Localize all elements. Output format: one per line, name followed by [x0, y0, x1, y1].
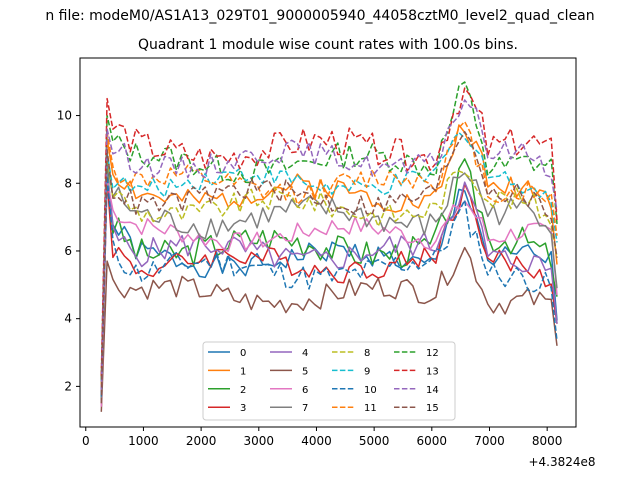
x-tick-label: 4000	[301, 434, 332, 448]
series-line-9	[100, 131, 558, 384]
legend-label-3: 3	[240, 403, 246, 414]
series-line-10	[100, 175, 558, 397]
legend-label-14: 14	[426, 385, 439, 396]
series-line-3	[100, 179, 558, 397]
y-tick-label: 8	[64, 176, 72, 190]
legend-label-7: 7	[302, 403, 308, 414]
x-tick-label: 0	[82, 434, 90, 448]
x-tick-label: 1000	[128, 434, 159, 448]
series-line-2	[100, 158, 558, 400]
x-tick-label: 3000	[244, 434, 275, 448]
x-offset-label: +4.3824e8	[528, 455, 595, 469]
series-line-14	[100, 99, 558, 390]
y-tick-label: 4	[64, 312, 72, 326]
series-line-5	[100, 246, 558, 412]
legend-label-4: 4	[302, 348, 308, 359]
series-line-8	[100, 155, 558, 390]
legend-label-13: 13	[426, 366, 439, 377]
legend-label-15: 15	[426, 403, 439, 414]
chart-title: Quadrant 1 module wise count rates with …	[138, 37, 518, 53]
series-line-1	[100, 124, 558, 394]
series-line-11	[100, 120, 558, 387]
series-line-13	[100, 87, 558, 377]
legend-label-12: 12	[426, 348, 439, 359]
y-tick-label: 2	[64, 379, 72, 393]
plot-area	[100, 81, 558, 412]
legend-label-6: 6	[302, 385, 308, 396]
legend-label-9: 9	[364, 366, 370, 377]
axes-frame	[79, 57, 577, 428]
x-tick-label: 6000	[417, 434, 448, 448]
y-tick-label: 10	[57, 109, 72, 123]
legend-label-11: 11	[364, 403, 377, 414]
legend-label-8: 8	[364, 348, 370, 359]
y-tick-label: 6	[64, 244, 72, 258]
legend-label-0: 0	[240, 348, 246, 359]
legend-label-1: 1	[240, 366, 246, 377]
series-line-4	[100, 172, 558, 404]
legend-label-10: 10	[364, 385, 377, 396]
legend-label-5: 5	[302, 366, 308, 377]
x-tick-label: 8000	[532, 434, 563, 448]
figure-suptitle: n file: modeM0/AS1A13_029T01_9000005940_…	[45, 8, 594, 24]
legend-box	[202, 341, 456, 421]
series-line-15	[100, 131, 558, 404]
x-tick-label: 2000	[186, 434, 217, 448]
series-line-12	[100, 81, 558, 380]
x-tick-label: 7000	[474, 434, 505, 448]
x-tick-label: 5000	[359, 434, 390, 448]
legend-label-2: 2	[240, 385, 246, 396]
